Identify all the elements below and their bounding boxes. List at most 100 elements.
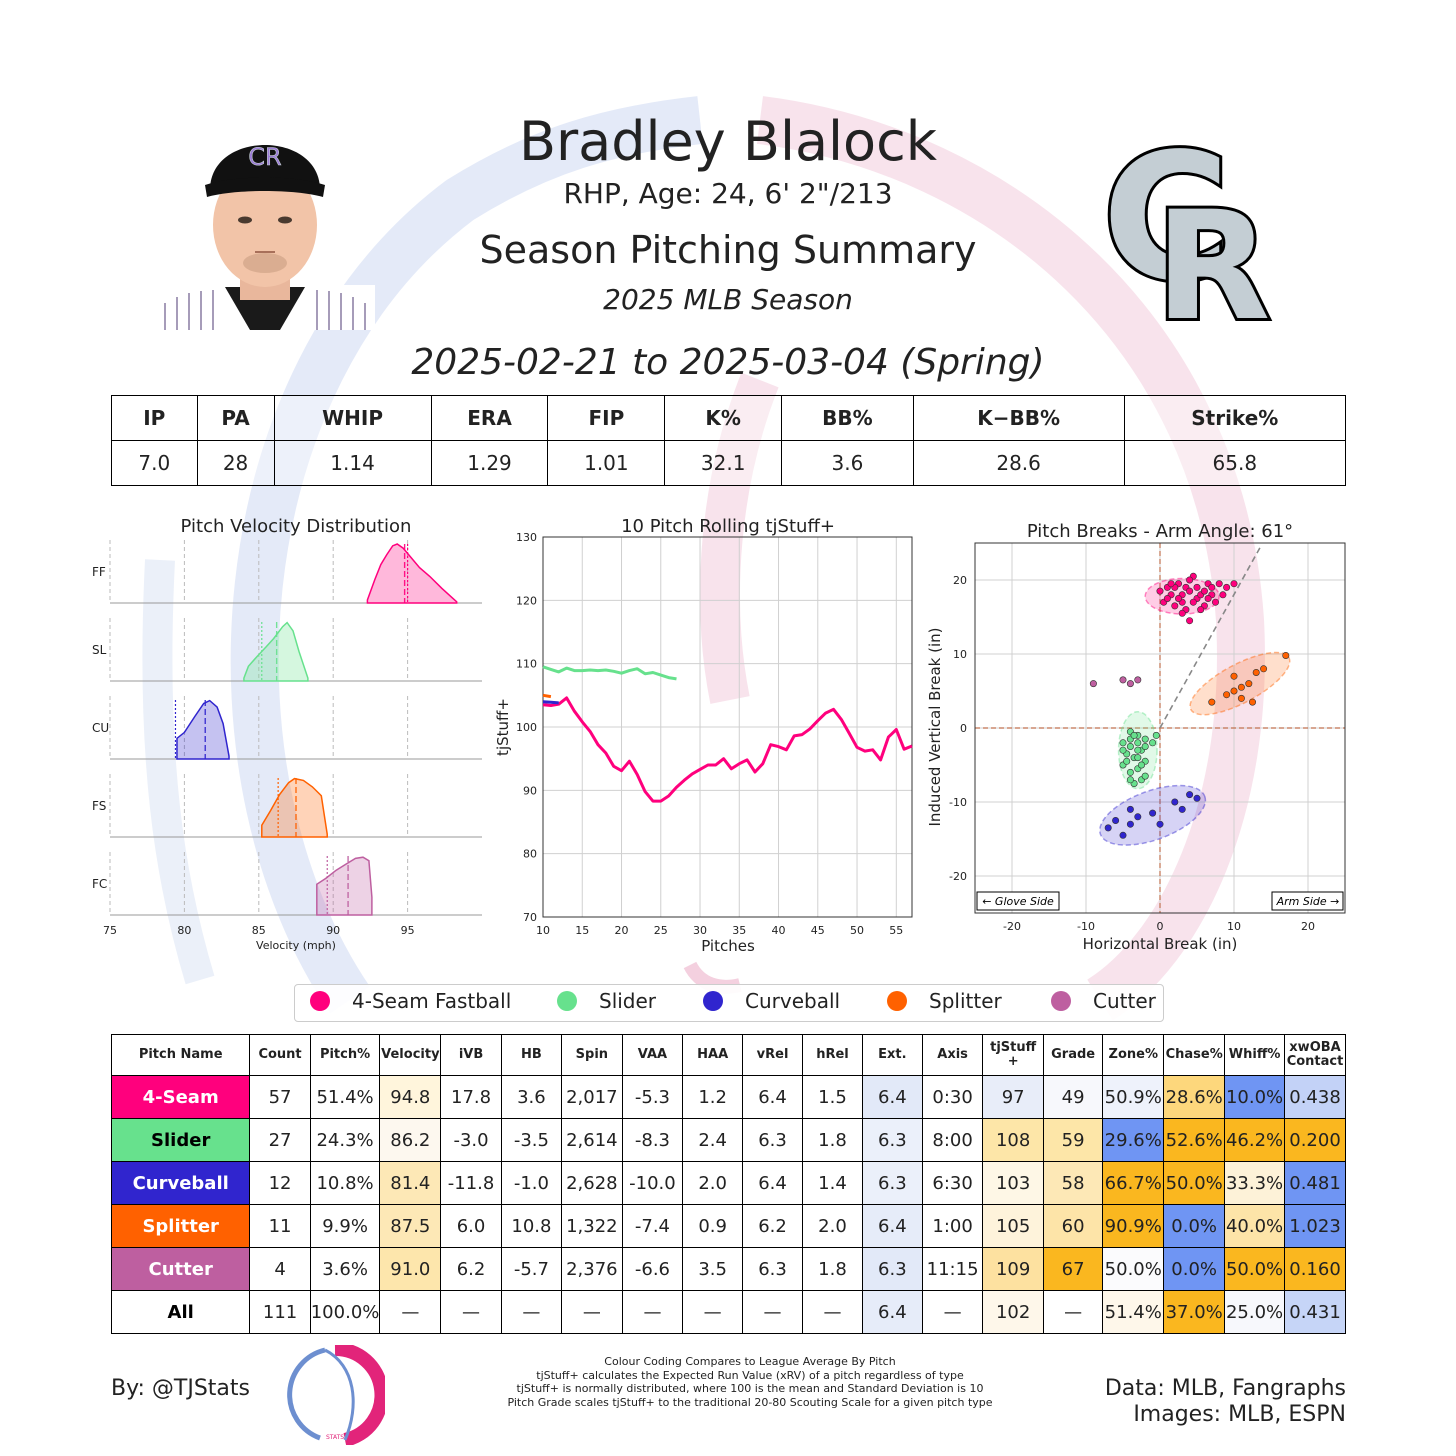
break-point-4-seam-fastball — [1163, 595, 1171, 603]
pitch-metric-cell: -7.4 — [621, 1204, 684, 1248]
break-point-splitter — [1230, 687, 1238, 695]
pitch-metric-cell: -8.3 — [621, 1118, 684, 1162]
rolling-tjstuff-chart: 10 Pitch Rolling tjStuff+ 10 15 20 25 30 35 40 4… — [494, 516, 913, 955]
velocity-x-tick: 80 — [177, 924, 191, 937]
glove-side-annotation: ← Glove Side — [976, 891, 1060, 911]
pitch-metric-cell: 2.0 — [802, 1204, 863, 1248]
svg-text:CR: CR — [248, 143, 281, 171]
background-arc-pink — [757, 96, 1265, 1021]
logo-letter-c: C — [1102, 118, 1230, 320]
footnote: tjStuff+ is normally distributed, where … — [516, 1382, 984, 1395]
break-point-slider — [1152, 731, 1160, 739]
break-point-curveball — [1178, 805, 1186, 813]
rolling-line-slider — [542, 665, 677, 681]
velocity-x-label: Velocity (mph) — [256, 939, 336, 952]
pitch-metric-cell: 90.9% — [1102, 1204, 1165, 1248]
velocity-row-label: SL — [92, 643, 107, 657]
break-point-curveball — [1193, 794, 1201, 802]
pitch-name-cell: Cutter — [110, 1247, 251, 1291]
pitch-metric-cell: 1.8 — [802, 1247, 863, 1291]
pitch-metric-cell: 6.3 — [742, 1247, 803, 1291]
pitch-metric-cell: -6.6 — [621, 1247, 684, 1291]
pitch-table-header-cell: Velocity — [379, 1034, 442, 1076]
break-point-slider — [1119, 746, 1127, 754]
break-point-curveball — [1149, 809, 1157, 817]
pitch-metric-cell: 1.5 — [802, 1075, 863, 1119]
pitch-metric-cell: 1,322 — [561, 1204, 623, 1248]
pitch-metric-cell: — — [621, 1290, 684, 1334]
pitch-metric-cell: — — [379, 1290, 442, 1334]
pitch-metric-cell: 2,628 — [561, 1161, 623, 1205]
legend-marker — [1051, 991, 1071, 1011]
pitch-metric-cell: — — [500, 1290, 563, 1334]
rolling-y-label: tjStuff+ — [494, 698, 512, 756]
tjstats-logo: STATS — [287, 1345, 385, 1445]
pitch-metric-cell: 0.9 — [682, 1204, 744, 1248]
pitch-metric-cell: 0.0% — [1163, 1247, 1226, 1291]
pitch-metric-cell: 102 — [982, 1290, 1044, 1334]
break-point-4-seam-fastball — [1200, 587, 1208, 595]
pitch-metric-cell: 6.2 — [742, 1204, 803, 1248]
pitch-name-cell: Splitter — [110, 1204, 251, 1248]
pitch-table-row: Curveball 12 10.8% 81.4 -11.8 -1.0 2,628 -10.0 2… — [110, 1161, 1346, 1205]
background-arc-blue — [230, 96, 703, 1014]
pitch-metrics-table: Pitch Name Count Pitch% Velocity iVB HB Spin VA… — [110, 1034, 1346, 1334]
legend-label: Curveball — [745, 989, 841, 1013]
break-point-4-seam-fastball — [1197, 606, 1205, 614]
rolling-x-tick: 20 — [615, 924, 629, 937]
velocity-x-tick: 95 — [401, 924, 415, 937]
pitch-table-header-cell: iVB — [440, 1034, 502, 1076]
legend-item: Cutter — [1051, 989, 1156, 1013]
legend-item: Curveball — [703, 989, 840, 1013]
pitch-metric-cell: 3.6 — [500, 1075, 563, 1119]
summary-value-cell: 3.6 — [781, 440, 914, 486]
pitch-metric-cell: 3.6% — [309, 1247, 381, 1291]
rolling-x-tick: 10 — [536, 924, 550, 937]
footnote: Colour Coding Compares to League Average… — [604, 1355, 896, 1368]
pitch-metric-cell: 33.3% — [1224, 1161, 1286, 1205]
pitch-table-row: Cutter 4 3.6% 91.0 6.2 -5.7 2,376 -6.6 3.5 6.3 1.8… — [110, 1247, 1346, 1291]
pitch-metric-cell: — — [742, 1290, 803, 1334]
pitch-metric-cell: 8:00 — [921, 1118, 984, 1162]
break-y-label: Induced Vertical Break (in) — [926, 627, 944, 826]
logo-text: STATS — [326, 1434, 344, 1441]
velocity-x-tick: 90 — [326, 924, 340, 937]
break-point-4-seam-fastball — [1186, 576, 1194, 584]
break-point-4-seam-fastball — [1219, 591, 1227, 599]
velocity-row-label: FS — [92, 799, 106, 813]
break-x-label: Horizontal Break (in) — [1083, 935, 1238, 953]
summary-value-cell: 32.1 — [664, 440, 783, 486]
pitch-metric-cell: 1.8 — [802, 1118, 863, 1162]
break-point-4-seam-fastball — [1211, 598, 1219, 606]
pitch-break-chart: Pitch Breaks - Arm Angle: 61° -20 -10 0 10 20… — [926, 521, 1346, 953]
rolling-y-tick: 100 — [516, 721, 537, 734]
legend-marker — [703, 991, 723, 1011]
pitch-metric-cell: 37.0% — [1163, 1290, 1226, 1334]
pitch-name-cell: Curveball — [110, 1161, 251, 1205]
legend-label: Slider — [599, 989, 657, 1013]
arm-side-annotation: Arm Side → — [1271, 891, 1344, 911]
break-point-4-seam-fastball — [1186, 617, 1194, 625]
pitch-metric-cell: 105 — [982, 1204, 1044, 1248]
rolling-y-tick: 80 — [523, 848, 537, 861]
summary-value-cell: 65.8 — [1123, 440, 1347, 486]
break-point-slider — [1141, 743, 1149, 751]
rolling-line-4-seam-fastball — [542, 696, 913, 803]
rolling-x-tick: 15 — [575, 924, 589, 937]
rolling-x-tick: 35 — [732, 924, 746, 937]
velocity-density-SL — [243, 621, 309, 682]
pitch-metric-cell: 50.0% — [1163, 1161, 1226, 1205]
break-y-tick: 0 — [960, 722, 967, 735]
pitch-table-header-cell: HAA — [682, 1034, 744, 1076]
pitch-table-header-cell: vRel — [742, 1034, 803, 1076]
team-logo: C R — [1100, 118, 1274, 333]
legend-item: Splitter — [887, 989, 1002, 1013]
break-point-slider — [1126, 768, 1134, 776]
pinstripe-jersey — [164, 290, 366, 330]
velocity-row-label: FC — [92, 877, 107, 891]
break-point-slider — [1141, 735, 1149, 743]
pitch-metric-cell: -10.0 — [621, 1161, 684, 1205]
pitch-metric-cell: 46.2% — [1224, 1118, 1286, 1162]
pitch-metric-cell: 28.6% — [1163, 1075, 1226, 1119]
velocity-density-CU — [176, 699, 230, 760]
